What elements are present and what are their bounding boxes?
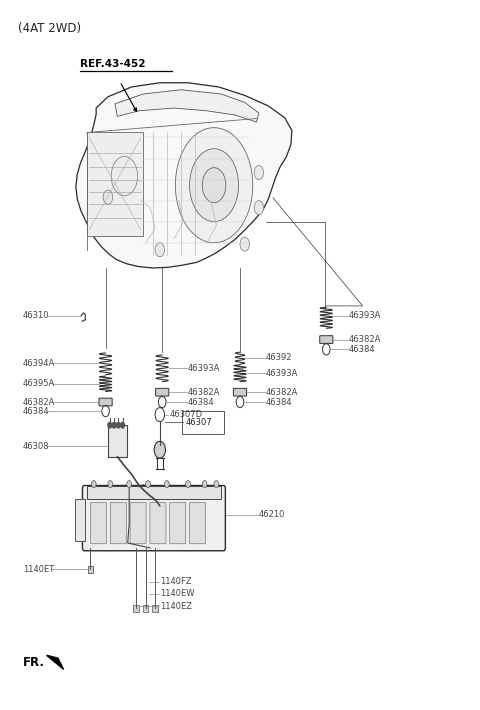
Text: 46393A: 46393A	[348, 311, 381, 320]
Circle shape	[140, 485, 146, 495]
Text: 46395A: 46395A	[23, 379, 55, 388]
Circle shape	[214, 481, 219, 488]
Text: 46307: 46307	[185, 418, 212, 427]
FancyBboxPatch shape	[87, 132, 144, 236]
Text: 46393A: 46393A	[266, 368, 298, 378]
FancyBboxPatch shape	[110, 503, 126, 544]
FancyBboxPatch shape	[143, 606, 148, 612]
FancyBboxPatch shape	[233, 388, 247, 396]
Circle shape	[145, 481, 150, 488]
FancyBboxPatch shape	[130, 503, 146, 544]
Text: 46382A: 46382A	[188, 388, 220, 397]
Text: 46392: 46392	[266, 354, 292, 362]
Text: 46393A: 46393A	[188, 364, 220, 373]
Text: 46384: 46384	[23, 407, 49, 415]
Text: 46382A: 46382A	[23, 398, 55, 407]
Text: 1140EZ: 1140EZ	[160, 601, 192, 611]
Circle shape	[202, 168, 226, 203]
Polygon shape	[115, 89, 259, 122]
Circle shape	[127, 481, 132, 488]
Text: 1140FZ: 1140FZ	[160, 577, 192, 586]
Circle shape	[240, 237, 250, 251]
Text: 46310: 46310	[23, 311, 49, 320]
FancyBboxPatch shape	[190, 503, 205, 544]
Circle shape	[91, 481, 96, 488]
FancyBboxPatch shape	[150, 503, 166, 544]
Circle shape	[155, 243, 165, 257]
FancyBboxPatch shape	[91, 503, 107, 544]
Polygon shape	[47, 655, 63, 670]
Text: 1140ET: 1140ET	[23, 564, 54, 574]
Circle shape	[254, 201, 264, 214]
Circle shape	[165, 481, 169, 488]
Circle shape	[112, 422, 116, 428]
Text: 46384: 46384	[266, 398, 293, 407]
Circle shape	[103, 190, 113, 204]
Circle shape	[108, 481, 113, 488]
Circle shape	[108, 422, 112, 428]
Polygon shape	[76, 83, 292, 268]
Circle shape	[154, 442, 166, 458]
Text: (4AT 2WD): (4AT 2WD)	[18, 22, 82, 35]
Circle shape	[175, 128, 253, 243]
FancyBboxPatch shape	[133, 606, 139, 612]
Text: 1140EW: 1140EW	[160, 589, 194, 598]
Circle shape	[190, 148, 239, 222]
FancyBboxPatch shape	[83, 486, 226, 551]
FancyBboxPatch shape	[320, 336, 333, 344]
Text: 46384: 46384	[348, 345, 375, 354]
Circle shape	[111, 156, 138, 196]
Circle shape	[120, 422, 124, 428]
Text: 46210: 46210	[259, 510, 285, 520]
FancyBboxPatch shape	[88, 566, 93, 573]
FancyBboxPatch shape	[99, 398, 112, 406]
Text: 46382A: 46382A	[348, 335, 381, 344]
FancyBboxPatch shape	[108, 425, 127, 457]
Circle shape	[117, 422, 120, 428]
FancyBboxPatch shape	[87, 486, 221, 499]
Text: 46308: 46308	[23, 442, 49, 451]
Text: REF.43-452: REF.43-452	[80, 59, 145, 69]
FancyBboxPatch shape	[182, 411, 225, 434]
FancyBboxPatch shape	[152, 606, 158, 612]
Text: 46307D: 46307D	[169, 410, 203, 419]
Text: 46394A: 46394A	[23, 359, 55, 368]
Circle shape	[186, 481, 191, 488]
FancyBboxPatch shape	[156, 388, 169, 396]
FancyBboxPatch shape	[75, 499, 85, 541]
Text: 46384: 46384	[188, 398, 215, 407]
Text: 46382A: 46382A	[266, 388, 298, 397]
Circle shape	[254, 165, 264, 180]
Text: FR.: FR.	[23, 656, 45, 669]
Circle shape	[202, 481, 207, 488]
FancyBboxPatch shape	[170, 503, 186, 544]
